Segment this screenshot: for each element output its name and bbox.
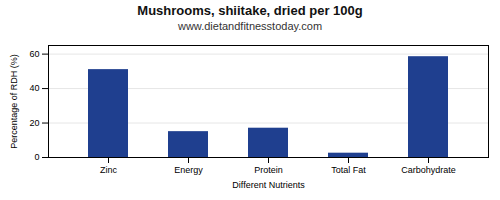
- svg-text:Protein: Protein: [254, 165, 283, 175]
- svg-text:Carbohydrate: Carbohydrate: [401, 165, 456, 175]
- svg-text:Total Fat: Total Fat: [331, 165, 366, 175]
- svg-text:40: 40: [29, 83, 39, 93]
- html-text:www.dietandfitnesstoday.com: www.dietandfitnesstoday.com: [178, 20, 322, 32]
- svg-text:0: 0: [34, 152, 39, 162]
- svg-text:20: 20: [29, 118, 39, 128]
- svg-text:Energy: Energy: [174, 165, 203, 175]
- svg-text:Zinc: Zinc: [100, 165, 118, 175]
- html-text:Mushrooms, shiitake, dried per: Mushrooms, shiitake, dried per 100g: [137, 3, 363, 18]
- svg-text:Different Nutrients: Different Nutrients: [232, 180, 305, 190]
- svg-text:Percentage of RDH (%): Percentage of RDH (%): [9, 54, 19, 149]
- svg-text:60: 60: [29, 49, 39, 59]
